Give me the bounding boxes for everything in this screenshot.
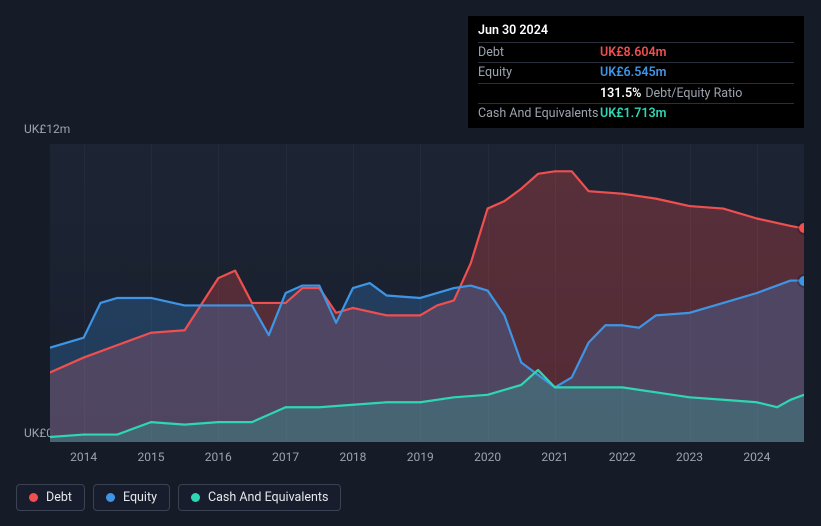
gridline <box>286 144 287 442</box>
tooltip-row: EquityUK£6.545m <box>478 62 794 83</box>
y-axis-bottom-label: UK£0 <box>24 426 53 440</box>
chart-legend: Debt Equity Cash And Equivalents <box>16 484 341 511</box>
legend-dot-icon <box>29 493 38 502</box>
x-tick: 2023 <box>676 450 703 464</box>
x-tick: 2021 <box>541 450 568 464</box>
legend-item-cash-and-equivalents[interactable]: Cash And Equivalents <box>178 484 341 511</box>
chart-svg <box>50 144 804 442</box>
x-tick: 2019 <box>407 450 434 464</box>
gridline <box>151 144 152 442</box>
legend-label: Equity <box>123 490 157 505</box>
tooltip-row-label: Debt <box>478 44 600 62</box>
gridline <box>420 144 421 442</box>
gridline <box>488 144 489 442</box>
tooltip-row-label: Equity <box>478 64 600 82</box>
legend-item-equity[interactable]: Equity <box>93 484 170 511</box>
x-axis: 2014 2015 2016 2017 2018 2019 2020 2021 2022 2023… <box>50 446 804 468</box>
legend-item-debt[interactable]: Debt <box>16 484 85 511</box>
x-tick: 2014 <box>70 450 97 464</box>
x-tick: 2022 <box>609 450 636 464</box>
x-tick: 2016 <box>205 450 232 464</box>
x-tick: 2015 <box>137 450 164 464</box>
legend-label: Debt <box>46 490 72 505</box>
tooltip-row-label <box>478 85 600 103</box>
gridline <box>690 144 691 442</box>
tooltip-row-value: UK£6.545m <box>600 64 667 82</box>
gridline <box>218 144 219 442</box>
legend-dot-icon <box>106 493 115 502</box>
tooltip-date: Jun 30 2024 <box>478 22 794 40</box>
end-marker-debt <box>799 223 804 233</box>
debt-equity-chart: UK£12m UK£0 2014 2015 2016 2017 2018 2019 2020… <box>16 120 804 500</box>
tooltip-row: DebtUK£8.604m <box>478 42 794 63</box>
legend-dot-icon <box>191 493 200 502</box>
chart-plot-area[interactable] <box>50 144 804 442</box>
x-tick: 2020 <box>474 450 501 464</box>
legend-label: Cash And Equivalents <box>208 490 328 505</box>
tooltip-row-value: 131.5%Debt/Equity Ratio <box>600 85 742 103</box>
y-axis-top-label: UK£12m <box>24 122 70 136</box>
gridline <box>757 144 758 442</box>
tooltip-row-extra: Debt/Equity Ratio <box>645 86 742 101</box>
gridline <box>622 144 623 442</box>
end-marker-equity <box>799 276 804 286</box>
gridline <box>84 144 85 442</box>
chart-tooltip: Jun 30 2024 DebtUK£8.604mEquityUK£6.545m… <box>468 16 804 128</box>
x-tick: 2017 <box>272 450 299 464</box>
tooltip-row: 131.5%Debt/Equity Ratio <box>478 83 794 104</box>
gridline <box>555 144 556 442</box>
tooltip-row-value: UK£8.604m <box>600 44 667 62</box>
gridline <box>353 144 354 442</box>
x-tick: 2024 <box>743 450 770 464</box>
x-tick: 2018 <box>339 450 366 464</box>
